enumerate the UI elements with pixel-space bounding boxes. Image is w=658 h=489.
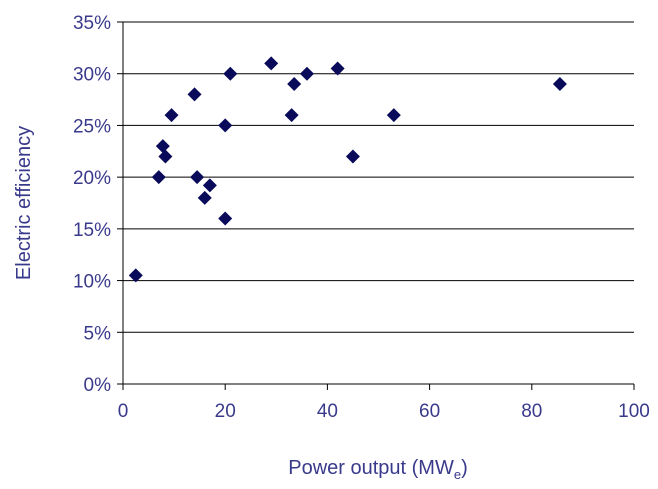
y-tick-label: 10% (73, 272, 111, 293)
data-point-diamond (158, 149, 173, 164)
data-point-diamond (197, 190, 212, 205)
x-axis-title: Power output (MWe) (288, 457, 468, 482)
y-tick-label: 35% (73, 13, 111, 34)
x-axis-title-suffix: ) (461, 457, 468, 479)
data-point-diamond (264, 56, 279, 71)
grid-lines (123, 21, 634, 333)
y-tick-label: 30% (73, 65, 111, 86)
data-point-diamond (155, 139, 170, 154)
y-tick-label: 15% (73, 220, 111, 241)
data-point-diamond (287, 77, 302, 92)
data-point-diamond (330, 61, 345, 76)
y-axis-title: Electric efficiency (13, 126, 35, 280)
data-point-diamond (552, 77, 567, 92)
data-point-diamond (284, 108, 299, 123)
data-point-diamond (299, 66, 314, 81)
data-point-diamond (345, 149, 360, 164)
x-axis-title-subscript: e (454, 467, 461, 482)
x-tick-label: 80 (521, 401, 542, 422)
data-point-diamond (223, 66, 238, 81)
x-axis-title-main: Power output (MW (288, 457, 454, 479)
data-point-diamond (386, 108, 401, 123)
data-point-diamond (202, 178, 217, 193)
x-tick-label: 100 (618, 401, 650, 422)
data-point-diamond (190, 170, 205, 185)
data-point-diamond (218, 211, 233, 226)
tick-labels: 0% 5% 10% 15% 20% 25% 30% 35% 0 20 40 60 80 100 (73, 13, 650, 422)
y-tick-label: 0% (84, 375, 112, 396)
x-tick-label: 0 (118, 401, 129, 422)
y-tick-label: 25% (73, 116, 111, 137)
y-tick-label: 20% (73, 168, 111, 189)
data-point-diamond (164, 108, 179, 123)
axes (117, 21, 635, 390)
data-point-diamond (128, 268, 143, 283)
data-points (128, 56, 567, 283)
x-tick-label: 40 (317, 401, 338, 422)
data-point-diamond (218, 118, 233, 133)
x-tick-label: 60 (419, 401, 440, 422)
y-tick-label: 5% (84, 323, 112, 344)
data-point-diamond (187, 87, 202, 102)
x-tick-label: 20 (215, 401, 236, 422)
data-point-diamond (151, 170, 166, 185)
